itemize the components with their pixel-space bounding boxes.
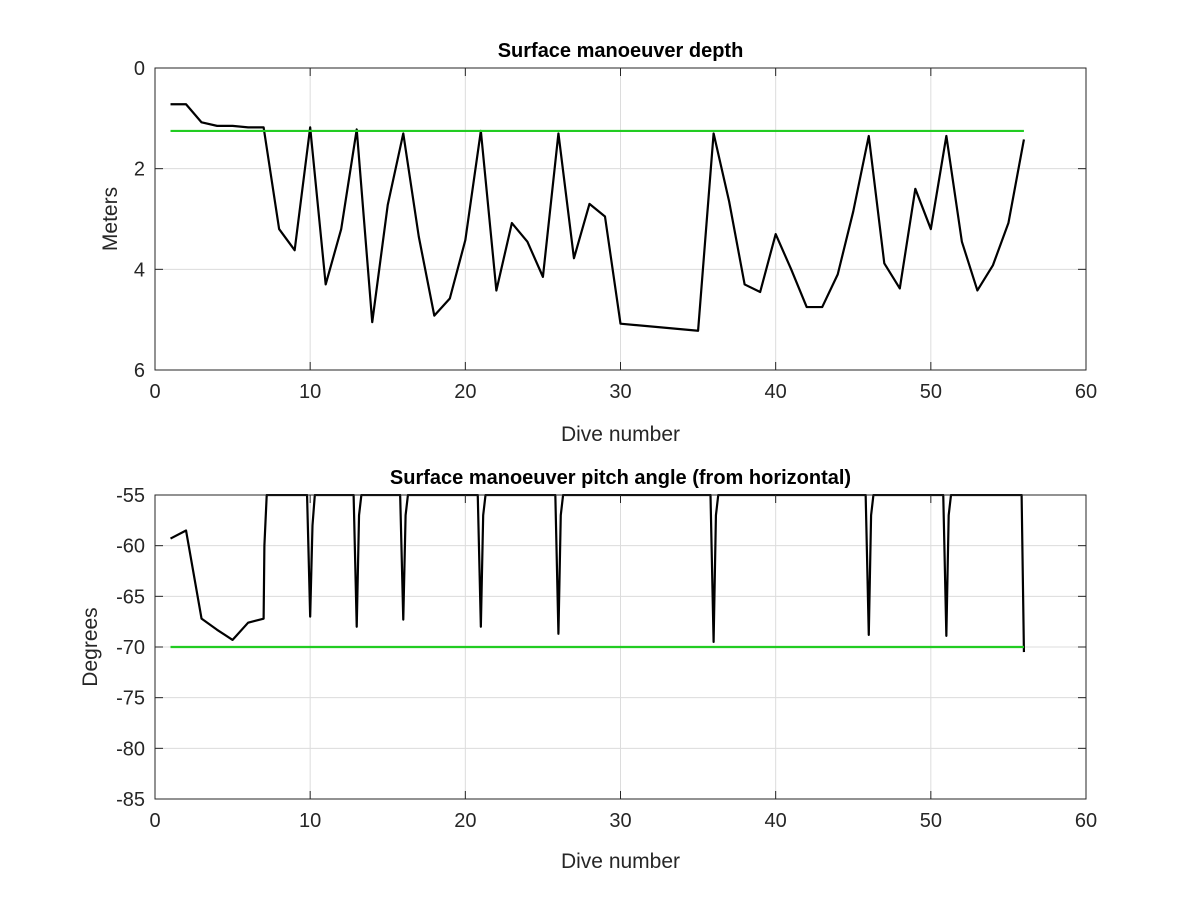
y-tick-label: -55 [116,485,145,507]
x-tick-label: 20 [454,810,476,832]
x-tick-label: 50 [920,810,942,832]
pitch-chart: Surface manoeuver pitch angle (from hori… [79,467,1097,873]
y-tick-label: 4 [134,259,145,281]
data-series-line [170,103,1026,332]
y-tick-label: -85 [116,789,145,811]
y-tick-label: 6 [134,360,145,382]
x-tick-label: 10 [299,810,321,832]
x-tick-label: 60 [1075,381,1097,403]
data-series-line [170,494,1026,653]
chart-title: Surface manoeuver depth [498,40,744,62]
x-tick-label: 0 [149,810,160,832]
x-tick-label: 30 [609,810,631,832]
depth-chart: Surface manoeuver depth 0 10 20 30 40 50 60 0 2 4… [99,40,1097,446]
chart-title: Surface manoeuver pitch angle (from hori… [390,467,851,489]
y-tick-label: 0 [134,58,145,80]
y-tick-label: -60 [116,536,145,558]
x-tick-label: 50 [920,381,942,403]
x-tick-label: 0 [149,381,160,403]
y-tick-label: 2 [134,159,145,181]
x-tick-label: 20 [454,381,476,403]
x-tick-label: 40 [765,381,787,403]
y-axis-label: Meters [99,187,122,251]
y-axis-label: Degrees [79,607,102,686]
y-tick-label: -80 [116,738,145,760]
y-tick-label: -70 [116,637,145,659]
y-tick-label: -65 [116,586,145,608]
x-axis-label: Dive number [561,850,680,873]
y-tick-label: -75 [116,688,145,710]
x-tick-label: 30 [609,381,631,403]
x-axis-label: Dive number [561,423,680,446]
x-tick-label: 60 [1075,810,1097,832]
x-tick-label: 40 [765,810,787,832]
x-tick-label: 10 [299,381,321,403]
